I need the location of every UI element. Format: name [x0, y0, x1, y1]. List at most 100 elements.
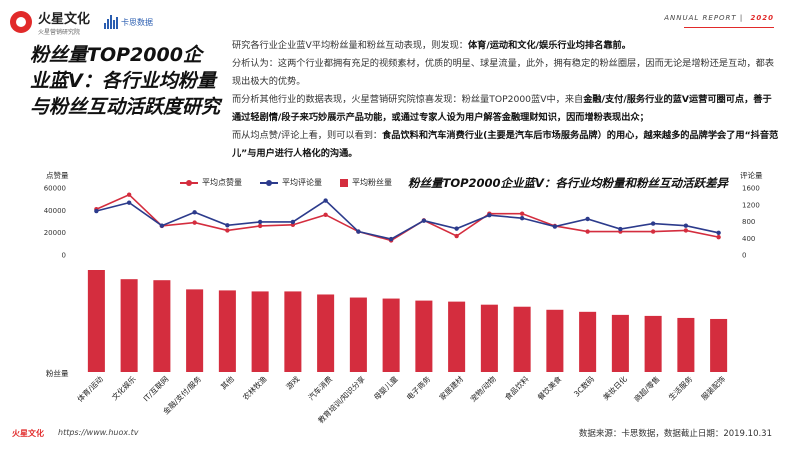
like-point: [159, 223, 165, 229]
bar-axis-label: 粉丝量: [46, 368, 69, 378]
brand-sub: 火星营销研究院: [38, 29, 81, 36]
comment-point: [323, 198, 328, 203]
category-label: 服装配饰: [699, 373, 728, 402]
category-label: 母婴儿童: [371, 373, 400, 402]
category-label: 美妆日化: [601, 373, 630, 402]
comment-point: [618, 226, 623, 232]
partner-logo-icon: [104, 15, 119, 29]
category-label: 宠物/动物: [468, 373, 498, 403]
comment-point: [192, 210, 197, 215]
intro-paragraph-2: 分析认为：这两个行业都拥有充足的视频素材，优质的明星、球星流量，此外，拥有稳定的…: [232, 58, 775, 87]
like-point: [650, 229, 656, 234]
fans-bar: [710, 318, 728, 372]
report-tag: ANNUAL REPORT | 2020: [664, 14, 774, 22]
comment-point: [126, 200, 132, 205]
category-label: 其他: [218, 373, 236, 391]
comment-point: [159, 223, 165, 228]
fans-bar: [415, 300, 433, 372]
comment-point: [519, 215, 525, 221]
comment-point: [487, 213, 492, 218]
category-label: 体育/运动: [75, 373, 105, 403]
comment-point: [716, 230, 721, 236]
like-point: [126, 192, 132, 197]
legend-item-fans: 平均粉丝量: [340, 177, 392, 188]
like-point: [356, 229, 361, 234]
comment-point: [552, 224, 558, 229]
left-axis-tick: 0: [62, 252, 66, 260]
category-label: 3C数码: [571, 373, 596, 398]
chart-title: 粉丝量TOP2000企业蓝V：各行业均粉量和粉丝互动活跃差异: [408, 176, 728, 190]
category-label: 生活服务: [666, 373, 695, 402]
right-axis-tick: 1600: [742, 185, 760, 193]
like-point: [618, 229, 623, 234]
fans-bar: [611, 314, 629, 372]
comment-point: [454, 226, 459, 231]
comment-point: [290, 219, 296, 225]
fans-bar: [382, 298, 400, 372]
fans-bar: [87, 270, 105, 372]
page-title: 粉丝量TOP2000企业蓝V：各行业均粉量与粉丝互动活跃度研究: [30, 44, 221, 118]
like-point: [519, 211, 525, 216]
like-point: [552, 223, 558, 229]
category-label: 文化娱乐: [109, 373, 138, 402]
left-axis-tick: 60000: [44, 185, 66, 193]
comment-point: [683, 223, 689, 228]
footer-url[interactable]: https://www.huox.tv: [58, 428, 139, 437]
right-axis-tick: 800: [742, 218, 755, 226]
report-divider: [684, 27, 774, 28]
fans-bar: [120, 279, 138, 372]
fans-bar: [644, 315, 662, 372]
legend-like-marker: [180, 179, 198, 186]
chart-legend: 平均点赞量 平均评论量 平均粉丝量: [180, 177, 392, 188]
like-line: [96, 193, 719, 242]
like-point: [716, 234, 721, 240]
like-point: [388, 238, 394, 243]
like-point: [454, 233, 459, 239]
brand-logo-icon: [10, 11, 32, 33]
fans-bar: [546, 309, 564, 372]
left-axis-tick: 20000: [44, 229, 66, 237]
fans-bar: [284, 291, 302, 372]
category-label: 食品饮料: [502, 373, 531, 402]
fans-bar: [513, 306, 531, 372]
fans-bar: [349, 297, 367, 372]
like-point: [225, 228, 230, 233]
legend-item-comment: 平均评论量: [260, 177, 322, 188]
intro-text: 研究各行业企业蓝V平均粉丝量和粉丝互动表现，则发现：体育/运动和文化/娱乐行业均…: [232, 37, 780, 163]
comment-point: [388, 236, 394, 242]
comment-point: [650, 221, 656, 226]
right-axis-tick: 400: [742, 235, 755, 243]
left-axis-label: 点赞量: [46, 170, 69, 180]
comment-point: [421, 218, 427, 223]
like-point: [487, 211, 492, 216]
left-axis-tick: 40000: [44, 207, 66, 215]
like-point: [94, 207, 99, 212]
fans-bar: [218, 290, 236, 372]
fans-bar: [153, 280, 171, 372]
comment-point: [585, 216, 590, 222]
category-label: 家居建材: [437, 373, 466, 402]
like-point: [323, 212, 328, 217]
intro-paragraph-1: 研究各行业企业蓝V平均粉丝量和粉丝互动表现，则发现：体育/运动和文化/娱乐行业均…: [232, 40, 631, 51]
fans-bar: [186, 289, 204, 372]
legend-comment-marker: [260, 179, 278, 186]
right-axis-tick: 0: [742, 252, 746, 260]
footer-brand: 火星文化: [12, 429, 44, 438]
fans-bar: [251, 291, 269, 372]
header-logo: 火星文化 火星营销研究院 卡思数据: [10, 8, 153, 36]
like-point: [257, 223, 263, 229]
category-label: 商超/零售: [632, 374, 662, 404]
category-label: 游戏: [284, 373, 302, 391]
right-axis-tick: 1200: [742, 201, 760, 209]
category-label: IT/互联网: [141, 374, 170, 403]
like-point: [192, 220, 197, 225]
category-label: 电子商务: [404, 373, 433, 402]
legend-item-like: 平均点赞量: [180, 177, 242, 188]
like-point: [421, 218, 427, 223]
legend-fans-marker: [340, 178, 348, 187]
fans-bar: [317, 294, 335, 372]
fans-bar: [480, 304, 498, 372]
report-label: ANNUAL REPORT: [664, 14, 737, 22]
comment-point: [257, 219, 263, 225]
comment-point: [225, 223, 230, 228]
